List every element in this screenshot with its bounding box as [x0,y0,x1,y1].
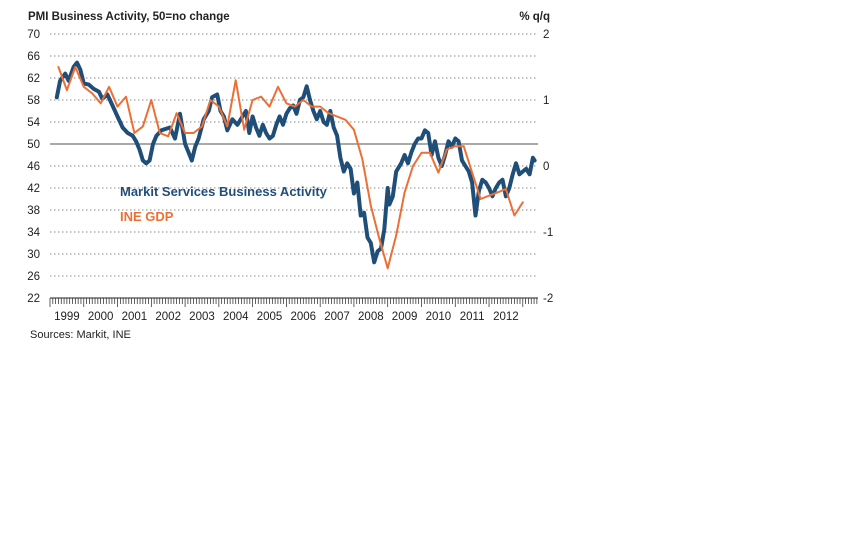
x-tick-label-2012: 2012 [493,311,519,323]
series-line-ine-gdp [57,66,524,270]
x-tick-label-2001: 2001 [122,311,148,323]
chart-title: PMI Business Activity, 50=no change [28,11,230,23]
legend-markit-services: Markit Services Business Activity [120,184,328,199]
left-tick-label: 58 [27,95,40,107]
x-tick-label-2000: 2000 [88,311,114,323]
x-tick-label-2010: 2010 [426,311,452,323]
x-tick-label-2005: 2005 [257,311,283,323]
left-tick-label: 70 [27,29,40,41]
right-tick-label: 2 [543,29,549,41]
x-tick-label-2006: 2006 [290,311,316,323]
right-tick-label: 0 [543,161,549,173]
left-tick-label: 46 [27,161,40,173]
right-tick-label: 1 [543,95,549,107]
left-tick-label: 38 [27,205,40,217]
legend-ine-gdp: INE GDP [120,209,174,224]
left-tick-label: 62 [27,73,40,85]
x-tick-label-2007: 2007 [324,311,350,323]
x-tick-label-1999: 1999 [54,311,80,323]
series-lines [54,60,537,270]
left-tick-label: 34 [27,227,40,239]
left-tick-label: 22 [27,293,40,305]
x-tick-label-2003: 2003 [189,311,215,323]
right-tick-label: -2 [543,293,553,305]
right-axis-title: % q/q [519,11,550,23]
x-tick-label-2002: 2002 [155,311,181,323]
left-tick-label: 42 [27,183,40,195]
axes: 22 26 30 34 38 42 46 50 54 58 62 66 70 -2 -1 0 1 2 1999 200… [27,29,553,323]
gridlines [50,33,538,277]
series-line-markit-services [54,60,537,265]
x-tick-label-2004: 2004 [223,311,249,323]
left-tick-label: 54 [27,117,40,129]
left-tick-label: 50 [27,139,40,151]
x-tick-label-2011: 2011 [460,311,485,323]
left-tick-label: 26 [27,271,40,283]
source-note: Sources: Markit, INE [30,329,131,341]
right-tick-label: -1 [543,227,553,239]
x-tick-label-2009: 2009 [392,311,418,323]
left-tick-label: 66 [27,51,40,63]
x-tick-label-2008: 2008 [358,311,384,323]
left-tick-label: 30 [27,249,40,261]
